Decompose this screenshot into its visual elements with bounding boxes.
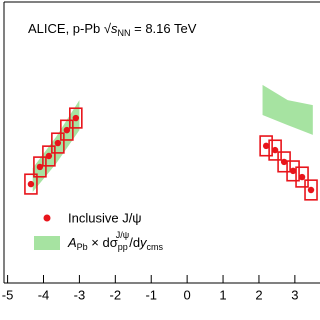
sys-box (286, 160, 300, 182)
x-tick-label: 1 (219, 287, 226, 302)
legend-part: A (67, 235, 77, 250)
point (280, 158, 288, 166)
title-energy: = 8.16 TeV (131, 21, 197, 36)
sys-box (277, 151, 291, 173)
x-tick-label: -5 (2, 287, 14, 302)
sys-box (295, 166, 309, 188)
x-tick-label: -3 (74, 287, 86, 302)
legend-band (34, 236, 60, 250)
sys-box (42, 145, 56, 167)
sys-box (69, 107, 83, 129)
title-s: s (111, 21, 118, 36)
point (307, 186, 315, 194)
point (45, 152, 53, 160)
point (72, 114, 80, 122)
title-text: ALICE, p-Pb (28, 21, 104, 36)
sys-box (259, 135, 273, 157)
x-tick-label: 0 (184, 287, 191, 302)
band (32, 100, 80, 192)
sys-box (24, 173, 38, 195)
point (262, 142, 270, 150)
point (289, 167, 297, 175)
sys-box (51, 132, 65, 154)
legend-marker (43, 214, 51, 222)
x-tick-label: 3 (291, 287, 298, 302)
legend-label: APb × dσpp J/ψ/dycms (67, 230, 164, 252)
sys-box (60, 119, 74, 141)
point (63, 126, 71, 134)
bands (32, 84, 313, 192)
legend-part: Pb (77, 242, 88, 252)
point (36, 163, 44, 171)
legend-part: y (139, 235, 148, 250)
chart-title: ALICE, p-Pb √sNN = 8.16 TeV (28, 21, 197, 38)
title-sub: NN (118, 28, 131, 38)
band (262, 84, 313, 135)
point (298, 173, 306, 181)
legend-part: pp (118, 242, 128, 252)
legend-part: J/ψ (116, 230, 129, 240)
point (27, 180, 35, 188)
point (271, 146, 279, 154)
legend-part: cms (147, 242, 164, 252)
title-sqrt: √ (104, 21, 112, 36)
x-tick-label: -4 (38, 287, 50, 302)
x-tick-label: -1 (145, 287, 157, 302)
legend-part: /d (129, 235, 140, 250)
legend-label: Inclusive J/ψ (68, 210, 142, 225)
point (54, 139, 62, 147)
x-tick-label: -2 (110, 287, 122, 302)
x-tick-label: 2 (255, 287, 262, 302)
marks (24, 107, 318, 201)
sys-box (33, 156, 47, 178)
sys-box (304, 179, 318, 201)
sys-box (268, 139, 282, 161)
legend-part: × dσ (88, 235, 118, 250)
